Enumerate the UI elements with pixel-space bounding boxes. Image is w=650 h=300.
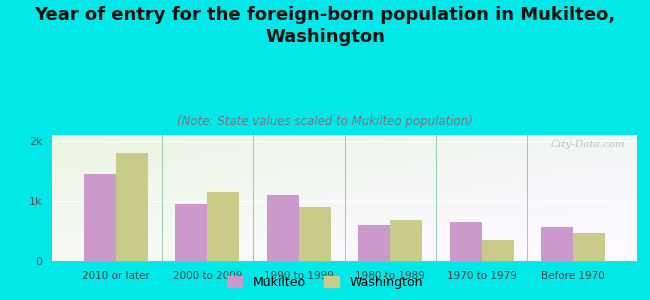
Legend: Mukilteo, Washington: Mukilteo, Washington (222, 271, 428, 294)
Bar (390, 220, 422, 261)
Bar (450, 222, 482, 261)
Bar (482, 240, 514, 261)
Text: Year of entry for the foreign-born population in Mukilteo,
Washington: Year of entry for the foreign-born popul… (34, 6, 616, 46)
Bar (266, 195, 299, 261)
Bar (573, 233, 605, 261)
Bar (84, 174, 116, 261)
Text: (Note: State values scaled to Mukilteo population): (Note: State values scaled to Mukilteo p… (177, 116, 473, 128)
Bar (176, 204, 207, 261)
Bar (299, 207, 331, 261)
Text: City-Data.com: City-Data.com (551, 140, 625, 149)
Bar (358, 225, 390, 261)
Bar (116, 153, 148, 261)
Bar (541, 227, 573, 261)
Bar (207, 192, 239, 261)
